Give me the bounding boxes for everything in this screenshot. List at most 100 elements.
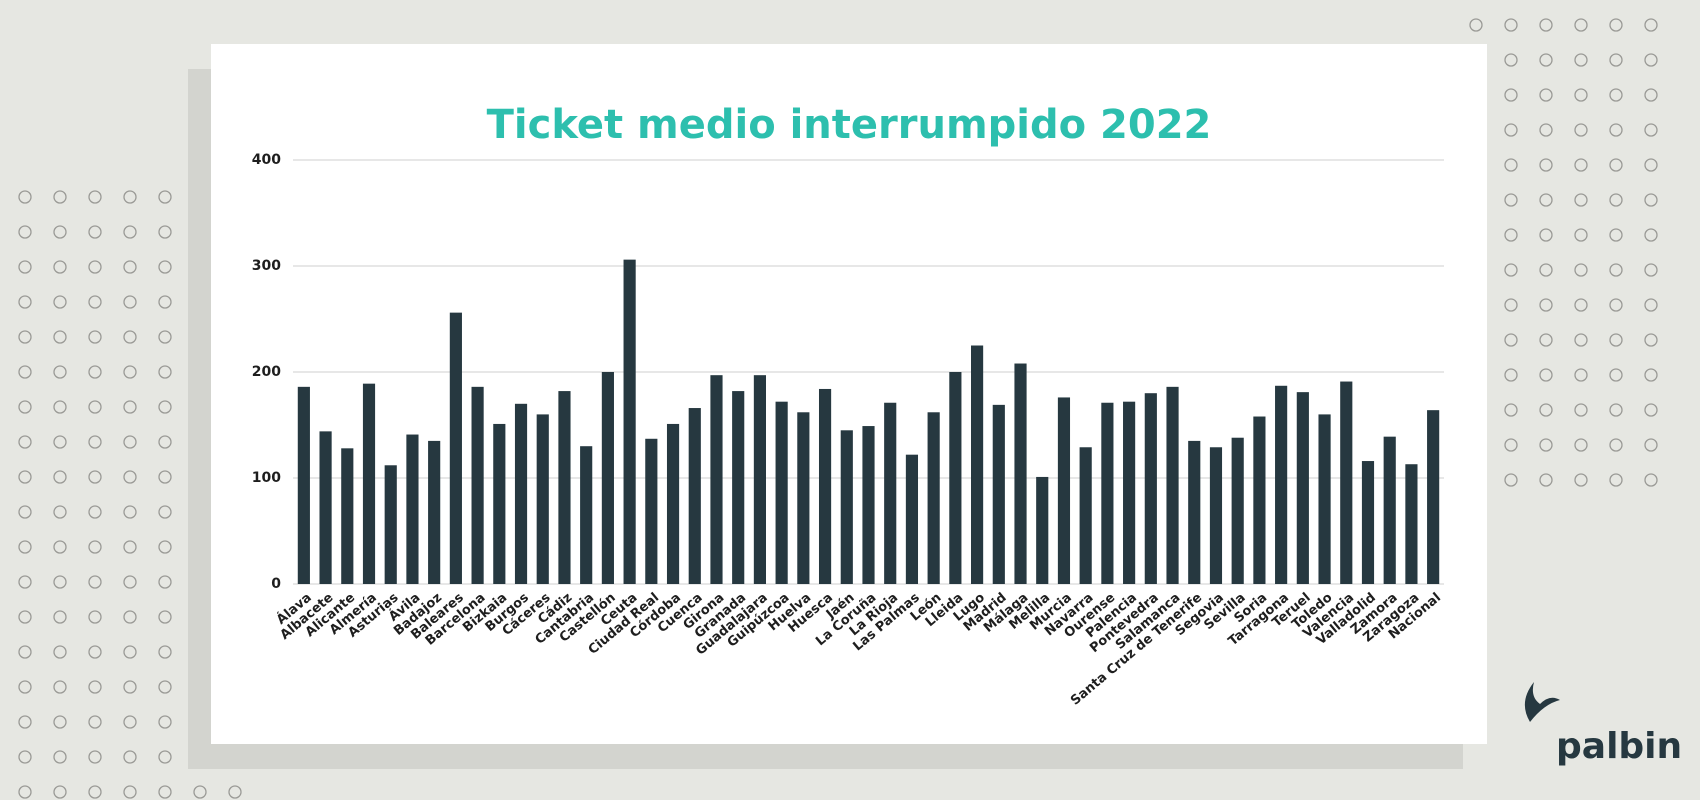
dot: [1504, 88, 1518, 102]
dot: [88, 575, 102, 589]
bar: [1123, 401, 1136, 584]
dot: [228, 785, 242, 799]
dot: [1609, 298, 1623, 312]
bar: [514, 403, 528, 584]
bar: [1296, 392, 1309, 584]
dot: [1539, 333, 1553, 347]
dot: [158, 575, 172, 589]
dot: [123, 645, 137, 659]
dot: [1609, 193, 1623, 207]
dot: [18, 785, 32, 799]
bar: [1188, 440, 1201, 584]
bar: [1405, 464, 1418, 584]
dot: [1504, 123, 1518, 137]
dot: [158, 470, 172, 484]
dot: [88, 505, 102, 519]
logo: palbin: [1524, 682, 1682, 767]
dot: [1574, 298, 1588, 312]
dot: [1504, 403, 1518, 417]
dot: [53, 295, 67, 309]
bar: [884, 402, 897, 584]
bar: [449, 312, 462, 584]
dot: [18, 575, 32, 589]
dot: [18, 190, 32, 204]
dot: [53, 400, 67, 414]
bar: [362, 383, 376, 584]
bar: [840, 430, 853, 584]
dot: [158, 225, 172, 239]
dot: [53, 470, 67, 484]
dot: [1644, 368, 1658, 382]
dot: [1644, 438, 1658, 452]
dot: [158, 295, 172, 309]
dot: [53, 365, 67, 379]
dot: [1539, 88, 1553, 102]
bar: [623, 259, 636, 584]
dot: [123, 575, 137, 589]
bar: [536, 414, 549, 584]
dot: [88, 225, 102, 239]
dot: [53, 190, 67, 204]
dot: [1644, 193, 1658, 207]
dot: [88, 400, 102, 414]
bar: [1036, 476, 1049, 584]
dot: [1644, 298, 1658, 312]
dot: [123, 435, 137, 449]
dot: [18, 540, 32, 554]
bar: [818, 388, 832, 584]
dot: [123, 750, 137, 764]
dot: [1504, 158, 1518, 172]
dot: [53, 750, 67, 764]
dot: [88, 295, 102, 309]
dot: [88, 540, 102, 554]
dot: [1539, 298, 1553, 312]
dot: [1504, 298, 1518, 312]
dot: [123, 715, 137, 729]
dot: [18, 400, 32, 414]
bar: [1275, 385, 1288, 584]
bar: [1383, 436, 1396, 584]
dot: [1644, 123, 1658, 137]
dot: [123, 190, 137, 204]
dot: [158, 505, 172, 519]
dot: [158, 785, 172, 799]
dot: [88, 190, 102, 204]
bar: [753, 375, 766, 584]
bar: [1318, 414, 1331, 584]
dot: [1644, 18, 1658, 32]
dot: [53, 260, 67, 274]
dot: [1574, 53, 1588, 67]
dot: [18, 610, 32, 624]
dot: [1504, 228, 1518, 242]
bar: [319, 431, 332, 584]
dot: [1504, 438, 1518, 452]
dot: [18, 225, 32, 239]
dot: [1574, 403, 1588, 417]
bar: [905, 454, 919, 584]
dot: [1539, 53, 1553, 67]
bar: [1340, 381, 1353, 584]
dot: [88, 785, 102, 799]
dot: [1539, 193, 1553, 207]
dot: [53, 680, 67, 694]
y-tick-label: 300: [252, 258, 281, 274]
dot: [1644, 263, 1658, 277]
dot: [1609, 228, 1623, 242]
dot: [1609, 158, 1623, 172]
dot: [158, 715, 172, 729]
dot: [1609, 333, 1623, 347]
dot: [1539, 158, 1553, 172]
dot: [88, 435, 102, 449]
dot: [158, 680, 172, 694]
dot: [88, 365, 102, 379]
dot: [53, 785, 67, 799]
dot: [1504, 193, 1518, 207]
dot: [1504, 368, 1518, 382]
dot: [193, 785, 207, 799]
dot: [1539, 228, 1553, 242]
dot: [18, 470, 32, 484]
bar: [1209, 447, 1223, 584]
dot: [123, 680, 137, 694]
dot: [1609, 123, 1623, 137]
